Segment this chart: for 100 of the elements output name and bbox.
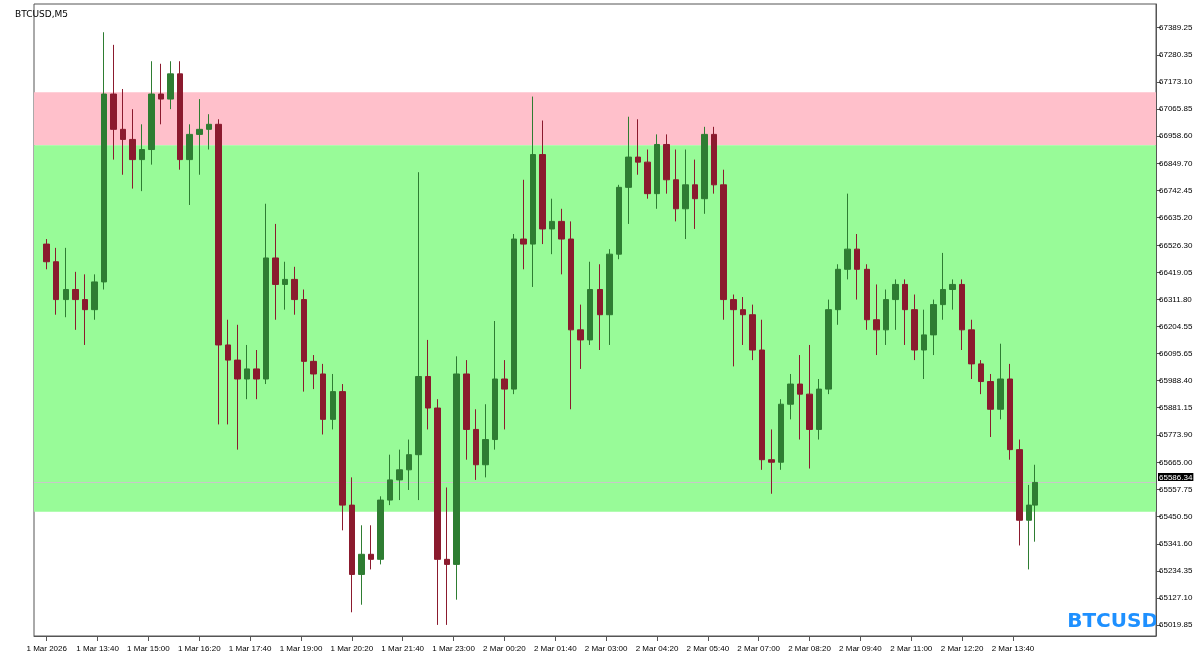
candlestick [654, 133, 660, 210]
candlestick [778, 398, 784, 471]
candlestick [902, 278, 908, 346]
candlestick [625, 116, 632, 225]
candlestick [883, 288, 889, 346]
y-tick-label: 65450.50 [1159, 511, 1193, 521]
y-tick-label: 66742.45 [1159, 186, 1193, 196]
y-tick-label: 66635.20 [1159, 213, 1193, 223]
candlestick [835, 263, 841, 326]
candlestick [234, 324, 241, 451]
candlestick [711, 126, 717, 195]
candlestick [387, 454, 393, 506]
x-tick-label: 1 Mar 13:40 [76, 643, 120, 652]
candlestick [816, 378, 822, 441]
candlestick [892, 278, 899, 331]
annotation: BTCUSD [1067, 608, 1158, 632]
y-tick-label: 67065.85 [1159, 104, 1193, 114]
y-tick-label: 66849.70 [1159, 158, 1193, 168]
candlestick [701, 126, 708, 215]
candlestick [72, 271, 79, 331]
candlestick [1016, 439, 1023, 546]
x-tick-label: 1 Mar 17:40 [228, 643, 273, 652]
y-tick-label: 65019.85 [1159, 620, 1193, 630]
y-tick-label: 65988.40 [1159, 376, 1193, 386]
y-tick-label: 65881.15 [1159, 403, 1193, 413]
y-tick-label: 65557.75 [1159, 484, 1193, 494]
x-tick-label: 2 Mar 01:40 [533, 643, 578, 652]
candlestick [587, 261, 593, 346]
candlestick [263, 203, 269, 385]
candlestick [511, 233, 517, 395]
candlestick [148, 60, 155, 166]
candlestick [425, 339, 431, 430]
candlestick [91, 273, 98, 321]
candlestick [301, 288, 307, 393]
candlestick [101, 31, 107, 290]
candlestick [520, 179, 527, 270]
x-tick-label: 1 Mar 23:00 [432, 643, 476, 652]
candlestick [825, 299, 832, 395]
candlestick [549, 198, 555, 255]
candlestick [282, 261, 288, 311]
y-tick-label: 66419.05 [1159, 267, 1193, 277]
y-tick-label: 67280.35 [1159, 50, 1193, 60]
candlestick [949, 278, 956, 311]
candlestick [539, 120, 546, 245]
candlestick [368, 524, 374, 570]
candlestick [673, 149, 679, 222]
candlestick [787, 373, 794, 420]
text: BTCUSD,M5 [15, 8, 69, 19]
x-tick-label: 2 Mar 00:20 [483, 643, 527, 652]
candlestick [43, 238, 50, 270]
candlestick [434, 398, 441, 626]
candlestick [720, 169, 727, 321]
candlestick [682, 149, 689, 240]
candlestick [453, 355, 460, 601]
y-tick-label: 65127.10 [1159, 593, 1193, 603]
candlestick [377, 495, 384, 565]
candlestick [558, 208, 565, 275]
candlestick [244, 344, 250, 400]
candlestick [272, 223, 279, 321]
candlestick [463, 359, 470, 461]
y-tick-label: 66958.60 [1159, 131, 1193, 141]
y-tick-label: 66526.30 [1159, 240, 1193, 250]
candlestick [330, 373, 336, 430]
candlestick [63, 247, 69, 318]
x-tick-label: 1 Mar 20:20 [330, 643, 374, 652]
candlestick [225, 319, 231, 425]
y-tick-label: 66311.80 [1159, 294, 1193, 304]
x-tick-label: 1 Mar 2026 [26, 643, 68, 652]
y-tick-label: 67173.10 [1159, 77, 1193, 87]
candlestick [110, 44, 117, 161]
x-tick-label: 2 Mar 04:20 [635, 643, 679, 652]
y-tick-label: 65665.00 [1159, 457, 1193, 467]
candlestick [873, 283, 880, 356]
x-tick-label: 2 Mar 08:20 [788, 643, 832, 652]
candlestick [444, 486, 450, 626]
candlestick [663, 133, 670, 195]
y-tick-label: 65773.90 [1159, 430, 1193, 440]
candlestick [167, 60, 174, 110]
x-tick-label: 1 Mar 16:20 [177, 643, 222, 652]
y-tick-label: 66204.55 [1159, 321, 1193, 331]
candlestick [396, 449, 403, 501]
candlestick [740, 296, 746, 346]
y-tick-label: 66095.65 [1159, 349, 1193, 359]
candlestick [120, 88, 126, 176]
candlestick [797, 354, 803, 441]
y-tick-label: 65341.60 [1159, 539, 1193, 549]
candlestick [349, 476, 355, 613]
candlestick [320, 363, 326, 435]
candlestick [139, 123, 145, 192]
x-tick-label: 1 Mar 15:00 [127, 643, 171, 652]
candlestick [597, 263, 603, 351]
candlestick [749, 304, 756, 361]
candlestick [415, 171, 422, 501]
candlestick [635, 118, 641, 176]
candlestick [968, 319, 975, 380]
x-tick-label: 2 Mar 03:00 [584, 643, 629, 652]
candlestick [530, 96, 536, 288]
candlestick [358, 524, 365, 606]
candlestick [253, 349, 260, 400]
ref-line-label: 65586.34 [1159, 472, 1193, 482]
